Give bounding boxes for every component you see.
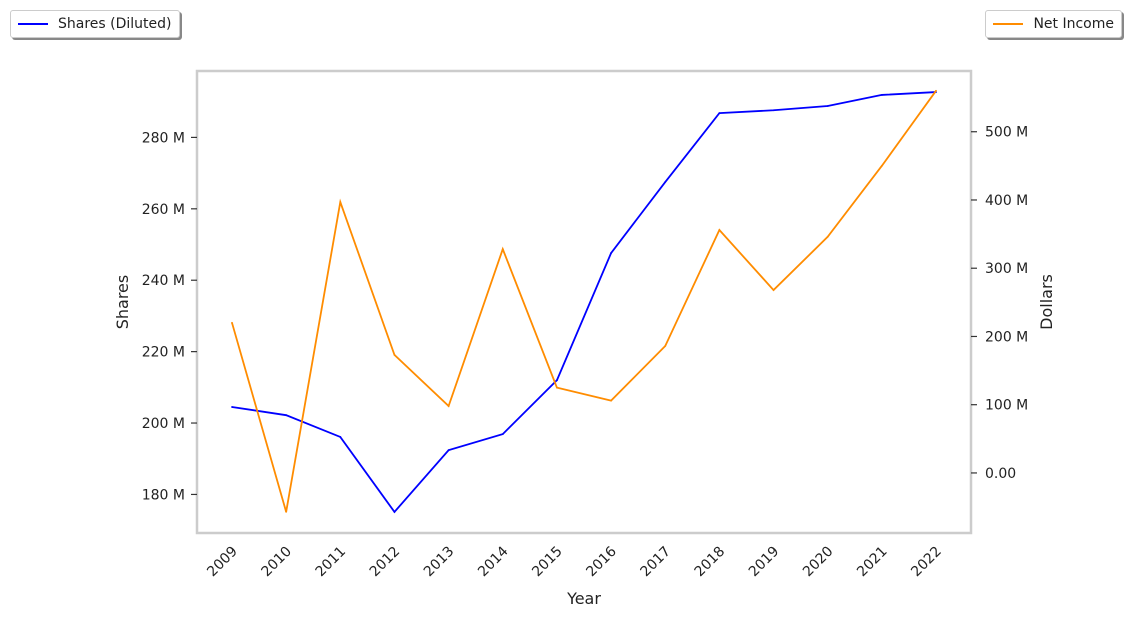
x-tick-label: 2011 — [313, 544, 350, 581]
x-tick-label: 2017 — [638, 544, 675, 581]
x-tick-label: 2009 — [204, 544, 241, 581]
x-tick-label: 2021 — [854, 544, 891, 581]
x-tick-label: 2018 — [692, 544, 729, 581]
left-tick-label: 240 M — [142, 273, 185, 289]
x-tick-label: 2020 — [800, 544, 837, 581]
right-tick-label: 0.00 — [985, 466, 1016, 482]
left-tick-label: 280 M — [142, 130, 185, 146]
x-tick-label: 2014 — [475, 543, 512, 580]
series-line-net-income — [231, 90, 937, 513]
data-point-net-income — [718, 229, 721, 231]
data-point-net-income — [772, 289, 775, 291]
data-point-shares — [880, 94, 883, 96]
x-tick-label: 2015 — [529, 544, 566, 581]
legend-net-income: Net Income — [985, 10, 1122, 38]
x-tick-label: 2010 — [258, 544, 295, 581]
legend-swatch-net-income — [993, 23, 1024, 25]
data-point-net-income — [826, 235, 829, 238]
x-tick-label: 2012 — [367, 544, 404, 581]
right-axis-label: Dollars — [1037, 274, 1056, 330]
data-point-shares — [826, 105, 829, 107]
data-point-shares — [664, 181, 667, 183]
x-tick-label: 2013 — [421, 544, 458, 581]
series-line-shares — [231, 91, 937, 514]
data-point-shares — [447, 449, 450, 452]
data-point-shares — [772, 109, 775, 112]
data-point-shares — [610, 252, 612, 254]
data-point-shares — [285, 414, 288, 417]
right-tick-label: 100 M — [985, 398, 1028, 414]
data-point-net-income — [339, 201, 342, 203]
x-tick-label: 2022 — [908, 544, 945, 581]
left-tick-label: 180 M — [142, 487, 185, 503]
legend-swatch-shares — [18, 23, 48, 25]
data-point-shares — [231, 406, 233, 408]
right-tick-label: 500 M — [985, 125, 1028, 141]
left-axis-label: Shares — [113, 275, 132, 330]
right-tick-label: 300 M — [985, 261, 1028, 277]
data-point-shares — [556, 379, 558, 382]
left-tick-label: 200 M — [142, 416, 185, 432]
x-tick-label: 2016 — [583, 543, 620, 580]
x-axis-label: Year — [566, 589, 601, 608]
legend-shares: Shares (Diluted) — [10, 10, 180, 38]
data-point-net-income — [501, 248, 504, 251]
data-point-net-income — [556, 386, 558, 389]
left-tick-label: 220 M — [142, 345, 185, 361]
data-point-net-income — [664, 345, 667, 347]
data-point-net-income — [447, 405, 450, 407]
legend-label-net-income: Net Income — [1033, 16, 1114, 32]
data-point-net-income — [285, 510, 288, 513]
data-point-shares — [393, 511, 396, 513]
data-point-net-income — [393, 353, 396, 356]
data-point-net-income — [880, 164, 883, 167]
left-tick-label: 260 M — [142, 202, 185, 218]
plot-frame — [195, 69, 973, 535]
right-tick-label: 200 M — [985, 329, 1028, 345]
data-point-shares — [339, 436, 342, 438]
legend-label-shares: Shares (Diluted) — [58, 16, 172, 32]
x-tick-label: 2019 — [746, 544, 783, 581]
data-point-net-income — [935, 89, 937, 92]
data-point-net-income — [610, 399, 612, 402]
right-tick-label: 400 M — [985, 193, 1028, 209]
data-point-shares — [718, 112, 721, 115]
data-point-net-income — [231, 321, 233, 324]
data-point-shares — [501, 433, 504, 436]
